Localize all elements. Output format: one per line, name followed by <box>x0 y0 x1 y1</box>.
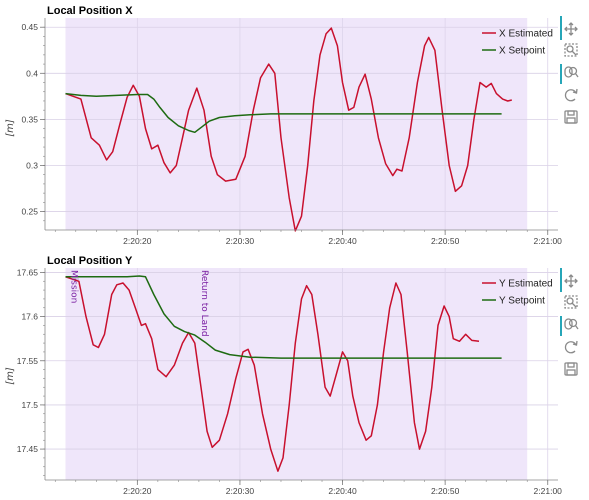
legend: Y Estimated Y Setpoint <box>482 279 553 307</box>
plot-title: Local Position X <box>47 5 133 17</box>
box-zoom-icon[interactable] <box>562 293 580 311</box>
pan-icon[interactable] <box>562 20 580 38</box>
y-tick-label: 0.45 <box>21 22 38 32</box>
x-tick-label: 2:20:50 <box>431 236 460 246</box>
y-tick-label: 0.4 <box>26 68 38 78</box>
legend-label-y-estimated: Y Estimated <box>499 279 553 290</box>
y-tick-label: 17.55 <box>17 356 39 366</box>
active-tool-indicator <box>560 316 562 336</box>
box-zoom-icon[interactable] <box>562 41 580 59</box>
active-tool-indicator <box>560 268 562 292</box>
legend-label-y-setpoint: Y Setpoint <box>499 296 545 307</box>
flight-mode-band <box>65 18 528 230</box>
plot-title: Local Position Y <box>47 255 133 267</box>
series-line-x-setpoint <box>65 92 502 134</box>
y-axis-label: [m] <box>5 119 16 137</box>
wheel-zoom-icon[interactable] <box>562 63 580 81</box>
mode-annotation-mission: Mission <box>69 270 79 303</box>
series-line-y-estimated <box>65 276 480 472</box>
y-tick-label: 17.5 <box>21 400 38 410</box>
active-tool-indicator <box>560 16 562 40</box>
reset-icon[interactable] <box>562 338 580 356</box>
x-tick-label: 2:20:30 <box>226 236 255 246</box>
x-tick-label: 2:20:20 <box>123 486 152 496</box>
y-tick-label: 17.45 <box>17 444 39 454</box>
x-tick-label: 2:21:00 <box>534 236 563 246</box>
x-tick-label: 2:20:40 <box>328 486 357 496</box>
x-tick-label: 2:20:50 <box>431 486 460 496</box>
wheel-zoom-icon[interactable] <box>562 315 580 333</box>
y-tick-label: 17.6 <box>21 312 38 322</box>
y-tick-label: 17.65 <box>17 267 39 277</box>
y-axis-label: [m] <box>5 367 16 385</box>
series-line-y-setpoint <box>65 275 502 359</box>
legend-label-x-setpoint: X Setpoint <box>499 46 545 57</box>
plot-local-position-x: Local Position X 0.25 0.3 0.35 0.4 0.45 2:20:… <box>5 5 562 246</box>
y-tick-label: 0.3 <box>26 160 38 170</box>
save-icon[interactable] <box>562 360 580 378</box>
plot-local-position-y: Local Position Y Mission Return to Land 1… <box>5 255 562 496</box>
plot-toolbar <box>560 16 580 126</box>
series-line-x-estimated <box>65 27 512 232</box>
x-tick-label: 2:20:40 <box>328 236 357 246</box>
reset-icon[interactable] <box>562 86 580 104</box>
y-tick-label: 0.35 <box>21 114 38 124</box>
x-tick-label: 2:20:20 <box>123 236 152 246</box>
active-tool-indicator <box>560 64 562 84</box>
plot-toolbar <box>560 268 580 378</box>
x-tick-label: 2:21:00 <box>534 486 563 496</box>
mode-annotation-return-to-land: Return to Land <box>199 270 209 337</box>
x-tick-label: 2:20:30 <box>226 486 255 496</box>
legend: X Estimated X Setpoint <box>482 29 553 57</box>
pan-icon[interactable] <box>562 272 580 290</box>
save-icon[interactable] <box>562 108 580 126</box>
y-tick-label: 0.25 <box>21 207 38 217</box>
legend-label-x-estimated: X Estimated <box>499 29 553 40</box>
flight-mode-band <box>65 268 528 480</box>
